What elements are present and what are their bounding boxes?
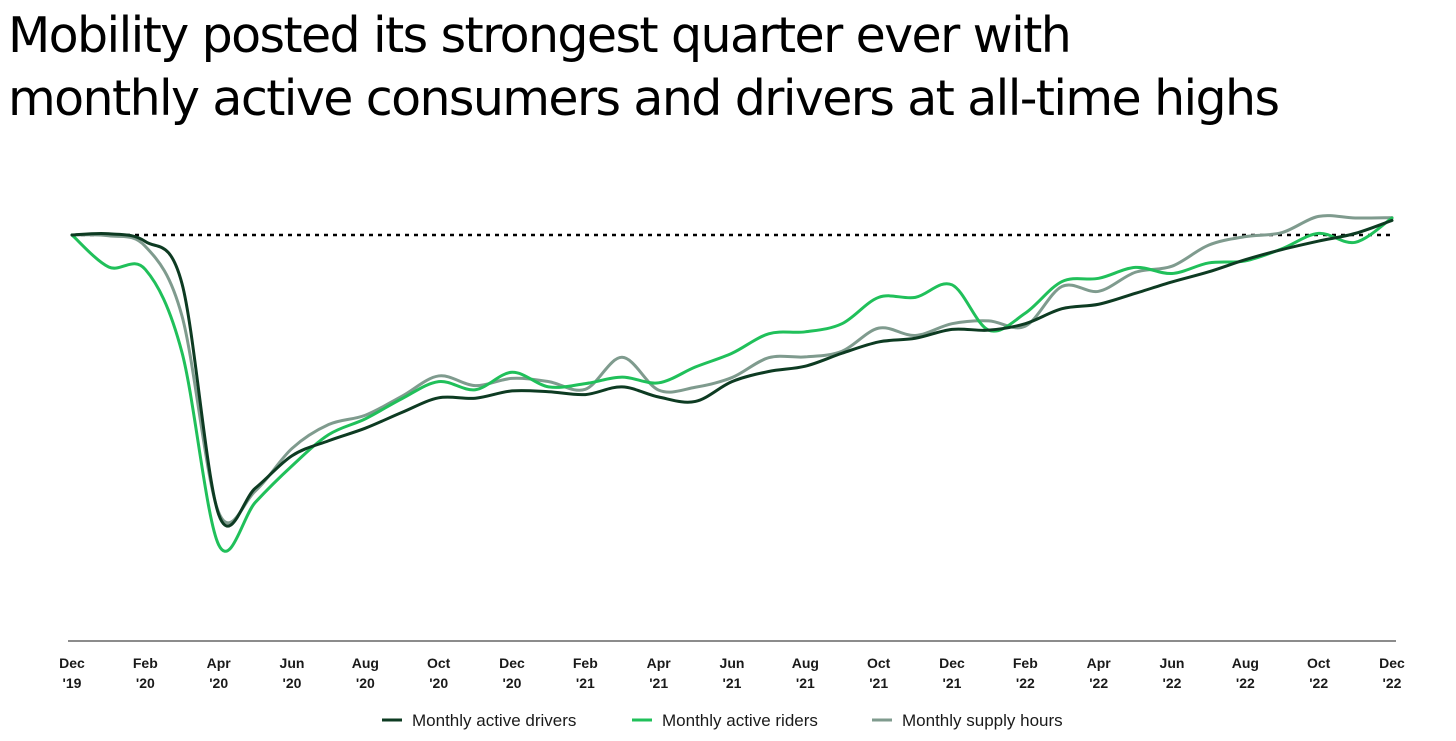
page-title: Mobility posted its strongest quarter ev… bbox=[8, 4, 1280, 130]
page-title-line-2: monthly active consumers and drivers at … bbox=[8, 70, 1280, 127]
x-tick-label-month: Dec bbox=[1379, 655, 1405, 671]
x-tick-label-month: Apr bbox=[207, 655, 232, 671]
x-tick-label-month: Oct bbox=[427, 655, 451, 671]
x-tick-label-year: '21 bbox=[649, 675, 668, 691]
legend-label-monthly-active-riders: Monthly active riders bbox=[662, 711, 818, 730]
x-tick-label-month: Dec bbox=[939, 655, 965, 671]
x-tick-label-year: '22 bbox=[1016, 675, 1035, 691]
x-tick-label-year: '21 bbox=[943, 675, 962, 691]
x-tick-label-month: Oct bbox=[867, 655, 891, 671]
series-line-monthly-active-drivers bbox=[70, 218, 1394, 528]
x-tick-label-month: Dec bbox=[59, 655, 85, 671]
x-tick-label-year: '20 bbox=[429, 675, 448, 691]
x-tick-label-year: '20 bbox=[209, 675, 228, 691]
x-tick-label-year: '20 bbox=[136, 675, 155, 691]
legend: Monthly active drivers Monthly active rid… bbox=[382, 711, 1063, 730]
x-axis: Dec '19 Feb '20 Apr '20 Jun '20 Aug '20 Oct '20 Dec '… bbox=[59, 640, 1405, 691]
x-tick-label-year: '21 bbox=[576, 675, 595, 691]
x-tick-label-year: '22 bbox=[1089, 675, 1108, 691]
x-tick-label-month: Oct bbox=[1307, 655, 1331, 671]
x-tick-label-year: '20 bbox=[503, 675, 522, 691]
x-tick-label-year: '20 bbox=[356, 675, 375, 691]
x-tick-label-month: Apr bbox=[1087, 655, 1112, 671]
x-tick-label-year: '22 bbox=[1309, 675, 1328, 691]
legend-label-monthly-active-drivers: Monthly active drivers bbox=[412, 711, 576, 730]
series-layer bbox=[70, 214, 1394, 553]
series-line-monthly-supply-hours bbox=[70, 214, 1394, 525]
x-tick-label-year: '19 bbox=[63, 675, 82, 691]
x-tick-label-month: Apr bbox=[647, 655, 672, 671]
x-tick-label-month: Feb bbox=[573, 655, 598, 671]
legend-label-monthly-supply-hours: Monthly supply hours bbox=[902, 711, 1063, 730]
x-tick-label-month: Aug bbox=[352, 655, 379, 671]
x-tick-label-year: '21 bbox=[796, 675, 815, 691]
x-tick-label-month: Jun bbox=[280, 655, 305, 671]
series-line-monthly-active-riders bbox=[70, 216, 1394, 553]
x-tick-label-month: Aug bbox=[792, 655, 819, 671]
x-tick-label-month: Feb bbox=[133, 655, 158, 671]
x-tick-label-year: '22 bbox=[1163, 675, 1182, 691]
x-tick-label-month: Feb bbox=[1013, 655, 1038, 671]
x-tick-label-month: Jun bbox=[1160, 655, 1185, 671]
x-tick-label-month: Dec bbox=[499, 655, 525, 671]
x-tick-label-year: '21 bbox=[869, 675, 888, 691]
page-title-line-1: Mobility posted its strongest quarter ev… bbox=[8, 7, 1072, 64]
x-tick-label-year: '20 bbox=[283, 675, 302, 691]
x-tick-label-month: Jun bbox=[720, 655, 745, 671]
x-tick-label-year: '21 bbox=[723, 675, 742, 691]
x-tick-label-year: '22 bbox=[1236, 675, 1255, 691]
x-tick-label-year: '22 bbox=[1383, 675, 1402, 691]
x-tick-label-month: Aug bbox=[1232, 655, 1259, 671]
